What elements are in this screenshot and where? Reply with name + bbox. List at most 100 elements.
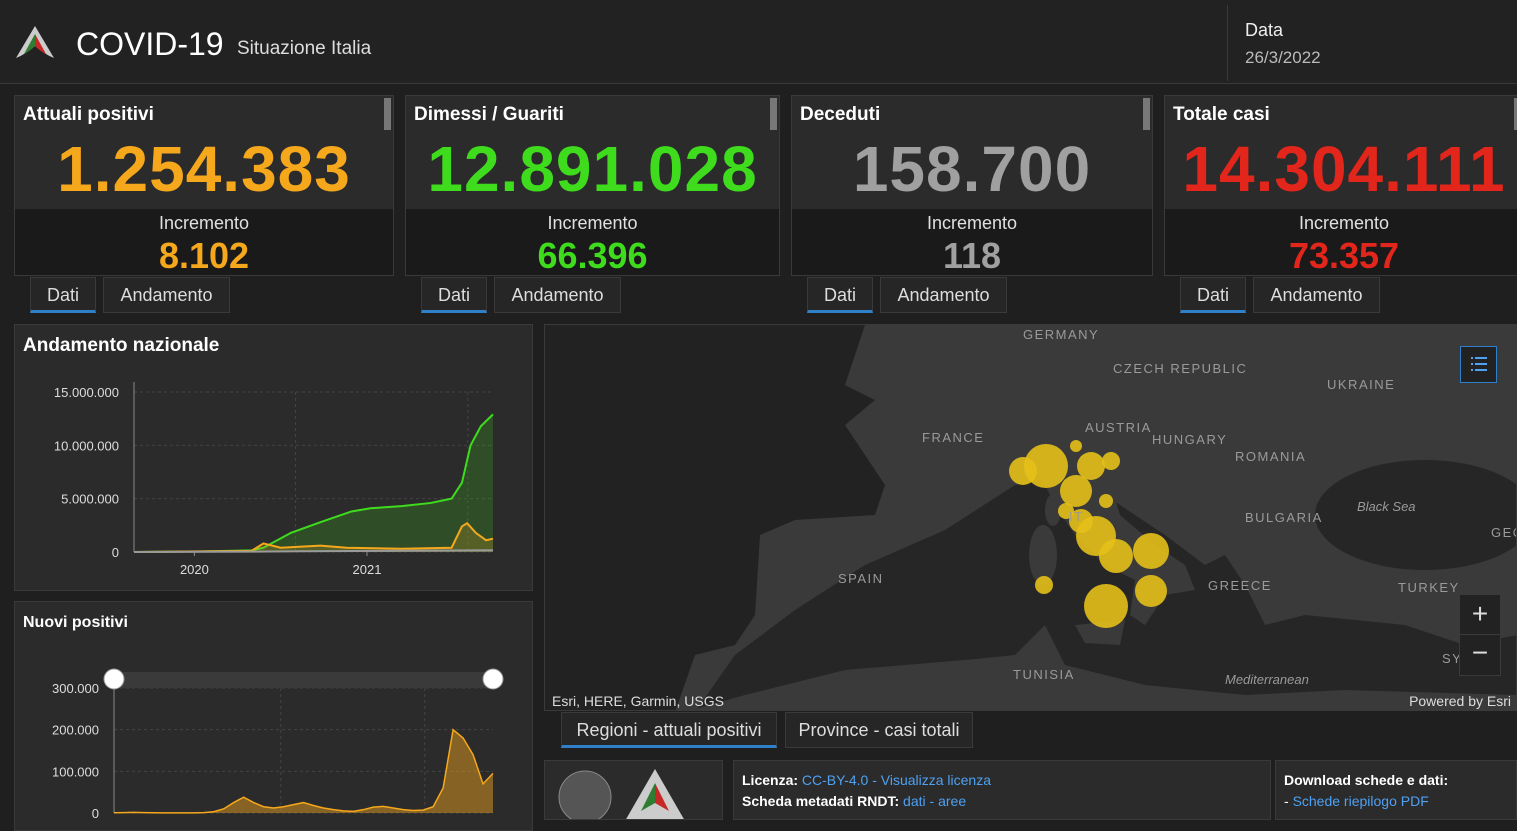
increment-box: Incremento 66.396 (406, 209, 779, 275)
increment-box: Incremento 8.102 (15, 209, 393, 276)
increment-box: Incremento 118 (792, 209, 1152, 276)
scrollbar (384, 98, 391, 130)
license-line: Licenza: CC-BY-4.0 - Visualizza licenza (742, 772, 1262, 788)
increment-box: Incremento 73.357 (1165, 209, 1517, 276)
map-tab[interactable]: Province - casi totali (785, 712, 973, 748)
logos (544, 760, 723, 820)
map-label: Black Sea (1357, 499, 1416, 514)
card-title: Dimessi / Guariti (414, 104, 564, 125)
scrollbar (1514, 98, 1517, 130)
map-tab[interactable]: Regioni - attuali positivi (561, 712, 777, 748)
map-label: SPAIN (838, 571, 884, 586)
card-value: 14.304.111 (1182, 133, 1506, 205)
increment-value: 73.357 (1288, 235, 1400, 276)
map-label: IT (1069, 509, 1084, 524)
chart-panel: Nuovi positivi 0 100.000 200.000 300.000 (14, 601, 533, 831)
map-powered: Powered by Esri (1409, 693, 1511, 709)
series-line (133, 521, 494, 553)
increment-label: Incremento (547, 213, 638, 233)
x-tick-label: 2021 (353, 562, 382, 577)
map-label: SY (1442, 651, 1462, 666)
increment-value: 118 (942, 235, 1002, 276)
label: Scheda metadati RNDT: (742, 793, 900, 809)
separator: - (925, 793, 939, 809)
increment-label: Incremento (158, 213, 250, 233)
y-tick-label: 300.000 (52, 681, 99, 696)
card-value: 158.700 (852, 133, 1092, 205)
y-tick-label: 15.000.000 (54, 385, 119, 400)
map-label: ROMANIA (1235, 449, 1306, 464)
metadata-line: Scheda metadati RNDT: dati - aree (742, 793, 1262, 809)
link[interactable]: Visualizza licenza (880, 772, 992, 788)
y-tick-label: 10.000.000 (54, 438, 119, 453)
card-tab[interactable]: Andamento (1253, 277, 1380, 313)
chart-title: Nuovi positivi (23, 614, 128, 631)
map-label: TUNISIA (1013, 667, 1075, 682)
stat-card: Attuali positivi 1.254.383 Incremento 8.102 (14, 95, 394, 276)
x-tick-label: 2020 (180, 562, 209, 577)
zoom-in[interactable]: + (1459, 594, 1501, 636)
y-tick-label: 5.000.000 (61, 492, 119, 507)
slider-handle[interactable] (482, 668, 504, 690)
card-value: 12.891.028 (427, 133, 758, 205)
map: GERMANY CZECH REPUBLIC UKRAINE AUSTRIA H… (545, 325, 1517, 710)
link[interactable]: CC-BY-4.0 (801, 772, 869, 788)
map-panel: GERMANY CZECH REPUBLIC UKRAINE AUSTRIA H… (544, 324, 1517, 711)
y-tick-label: 0 (112, 545, 119, 560)
card-title: Totale casi (1173, 104, 1270, 125)
download-panel: Download schede e dati: - Schede riepilo… (1275, 760, 1517, 820)
card-tab[interactable]: Andamento (103, 277, 230, 313)
logo (16, 26, 54, 58)
card-tab[interactable]: Dati (1180, 277, 1246, 313)
chart: 0 100.000 200.000 300.000 (52, 668, 504, 821)
series-line (133, 549, 494, 553)
divider (1227, 5, 1228, 81)
series-area (134, 414, 493, 552)
card-title: Attuali positivi (23, 104, 154, 125)
link[interactable]: aree (938, 793, 967, 809)
increment-label: Incremento (1298, 213, 1390, 233)
increment-label: Incremento (926, 213, 1018, 233)
date-label: Data (1245, 20, 1284, 40)
increment-value: 8.102 (158, 235, 250, 276)
card-tab[interactable]: Dati (807, 277, 873, 313)
legend-button[interactable] (1460, 346, 1497, 383)
chart-panel: Andamento nazionale 0 5.000.000 10.000.000… (14, 324, 533, 591)
card-title: Deceduti (800, 104, 881, 125)
dash: - (1284, 793, 1293, 809)
map-label: Mediterranean (1225, 672, 1309, 687)
card-value: 1.254.383 (57, 133, 351, 205)
stat-card: Dimessi / Guariti 12.891.028 Incremento 66.… (405, 95, 780, 276)
map-label: HUNGARY (1152, 432, 1227, 447)
license-panel: Licenza: CC-BY-4.0 - Visualizza licenza … (733, 760, 1271, 820)
card-tab[interactable]: Dati (30, 277, 96, 313)
separator: - (868, 772, 881, 788)
app-subtitle: Situazione Italia (237, 38, 372, 59)
link[interactable]: Schede riepilogo PDF (1292, 793, 1429, 809)
map-label: BULGARIA (1245, 510, 1323, 525)
card-tab[interactable]: Andamento (880, 277, 1007, 313)
slider-handle[interactable] (103, 668, 125, 690)
map-label: GEO (1491, 525, 1517, 540)
page: {"header": {"title": "COVID-19", "subtit… (0, 5, 1517, 831)
map-label: FRANCE (922, 430, 984, 445)
dashboard: COVID-19 Situazione Italia Data 26/3/202… (0, 5, 1517, 831)
scrollbar (770, 98, 777, 130)
date-value: 26/3/2022 (1245, 48, 1321, 67)
card-tab[interactable]: Andamento (494, 277, 621, 313)
map-label: GREECE (1208, 578, 1272, 593)
app-title: COVID-19 (76, 26, 224, 62)
label: Download schede e dati: (1284, 772, 1449, 788)
zoom-out[interactable]: − (1459, 634, 1501, 676)
link[interactable]: dati (903, 793, 926, 809)
map-label: CZECH REPUBLIC (1113, 361, 1247, 376)
map-label: GERMANY (1023, 327, 1099, 342)
map-label: UKRAINE (1327, 377, 1395, 392)
card-tab[interactable]: Dati (421, 277, 487, 313)
map-label: TURKEY (1398, 580, 1460, 595)
map-label: AUSTRIA (1085, 420, 1152, 435)
scrollbar (1143, 98, 1150, 130)
range-slider (114, 672, 493, 688)
label: Licenza: (742, 772, 799, 788)
y-tick-label: 0 (92, 806, 99, 821)
